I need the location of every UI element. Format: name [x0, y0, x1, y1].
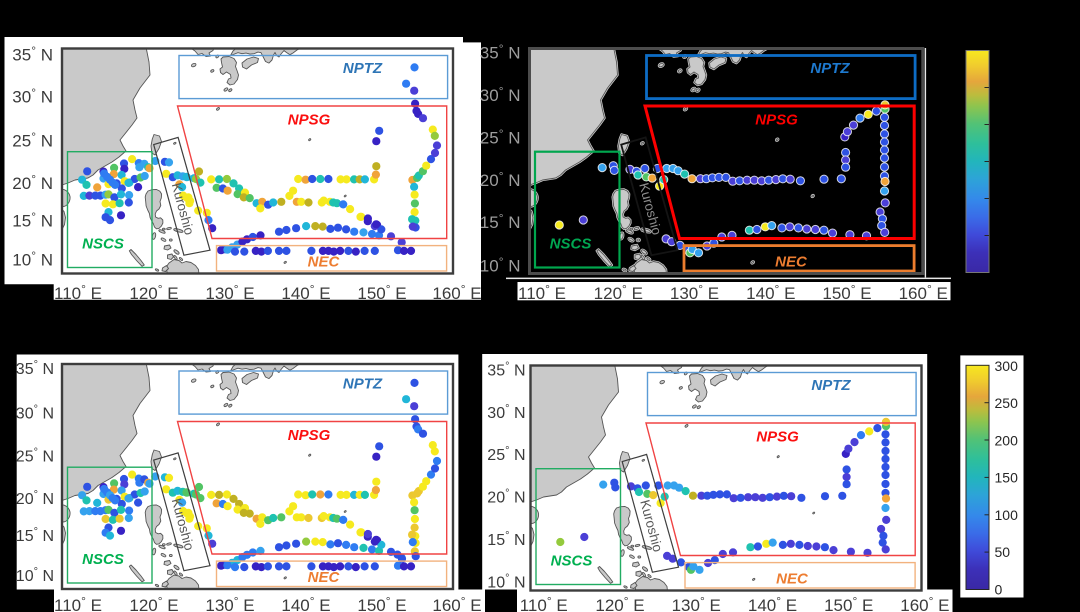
svg-text:110° E: 110° E — [54, 282, 102, 303]
svg-text:20° N: 20° N — [16, 489, 54, 508]
svg-text:15° N: 15° N — [12, 209, 53, 230]
svg-text:250: 250 — [995, 395, 1019, 411]
svg-text:25° N: 25° N — [16, 447, 54, 466]
svg-text:NSCS: NSCS — [82, 236, 124, 253]
svg-text:20° N: 20° N — [480, 169, 521, 190]
svg-text:120° E: 120° E — [129, 282, 178, 303]
svg-text:20° N: 20° N — [12, 172, 53, 193]
svg-text:NSCS: NSCS — [550, 236, 592, 253]
svg-text:120° E: 120° E — [595, 594, 644, 612]
svg-text:140° E: 140° E — [281, 594, 330, 612]
svg-text:110° E: 110° E — [54, 594, 102, 612]
svg-text:140° E: 140° E — [748, 594, 797, 612]
svg-text:130° E: 130° E — [670, 282, 719, 303]
svg-text:NEC: NEC — [776, 571, 809, 588]
svg-text:NPSG: NPSG — [288, 112, 331, 129]
svg-text:0: 0 — [995, 581, 1003, 597]
svg-text:30° N: 30° N — [16, 404, 54, 423]
svg-text:NPTZ: NPTZ — [343, 376, 383, 393]
svg-text:35° N: 35° N — [16, 359, 54, 378]
svg-text:25° N: 25° N — [12, 130, 53, 151]
svg-text:130° E: 130° E — [672, 594, 721, 612]
svg-text:NSCS: NSCS — [82, 551, 124, 568]
svg-text:NPTZ: NPTZ — [811, 377, 851, 394]
svg-text:35° N: 35° N — [12, 44, 53, 65]
svg-text:160° E: 160° E — [432, 282, 481, 303]
svg-text:110° E: 110° E — [518, 282, 566, 303]
svg-text:NSCS: NSCS — [551, 553, 593, 570]
svg-text:NPSG: NPSG — [755, 112, 798, 129]
svg-text:30° N: 30° N — [487, 403, 525, 422]
svg-text:150° E: 150° E — [822, 282, 871, 303]
svg-text:150° E: 150° E — [824, 594, 873, 612]
svg-text:NEC: NEC — [775, 254, 808, 271]
svg-text:120° E: 120° E — [594, 282, 643, 303]
svg-text:110° E: 110° E — [520, 594, 568, 612]
svg-text:15° N: 15° N — [16, 526, 54, 545]
svg-text:140° E: 140° E — [281, 282, 330, 303]
svg-text:25° N: 25° N — [487, 445, 525, 464]
svg-text:NPTZ: NPTZ — [810, 60, 850, 77]
svg-text:160° E: 160° E — [899, 282, 948, 303]
svg-text:10° N: 10° N — [16, 566, 54, 585]
svg-text:160° E: 160° E — [432, 594, 481, 612]
svg-text:200: 200 — [995, 432, 1019, 448]
svg-text:20° N: 20° N — [487, 488, 525, 507]
svg-text:NEC: NEC — [308, 569, 341, 586]
svg-text:35° N: 35° N — [480, 42, 521, 63]
svg-text:30° N: 30° N — [480, 84, 521, 105]
svg-text:160° E: 160° E — [900, 594, 949, 612]
svg-text:50: 50 — [995, 544, 1011, 560]
svg-text:300: 300 — [995, 358, 1019, 374]
svg-text:150° E: 150° E — [357, 282, 406, 303]
svg-text:150: 150 — [995, 470, 1019, 486]
svg-text:10° N: 10° N — [12, 249, 53, 270]
svg-text:30° N: 30° N — [12, 85, 53, 106]
svg-text:15° N: 15° N — [480, 211, 521, 232]
svg-text:100: 100 — [995, 507, 1019, 523]
svg-text:NEC: NEC — [308, 254, 341, 271]
svg-text:120° E: 120° E — [129, 594, 178, 612]
svg-text:NPSG: NPSG — [756, 429, 799, 446]
svg-text:NPTZ: NPTZ — [343, 60, 383, 77]
svg-text:NPSG: NPSG — [288, 427, 331, 444]
svg-text:25° N: 25° N — [480, 126, 521, 147]
svg-text:150° E: 150° E — [357, 594, 406, 612]
svg-text:10° N: 10° N — [487, 572, 525, 591]
svg-text:10° N: 10° N — [480, 255, 521, 276]
svg-text:35° N: 35° N — [487, 360, 525, 379]
svg-text:130° E: 130° E — [205, 282, 254, 303]
svg-text:15° N: 15° N — [487, 530, 525, 549]
svg-text:140° E: 140° E — [746, 282, 795, 303]
svg-text:130° E: 130° E — [205, 594, 254, 612]
